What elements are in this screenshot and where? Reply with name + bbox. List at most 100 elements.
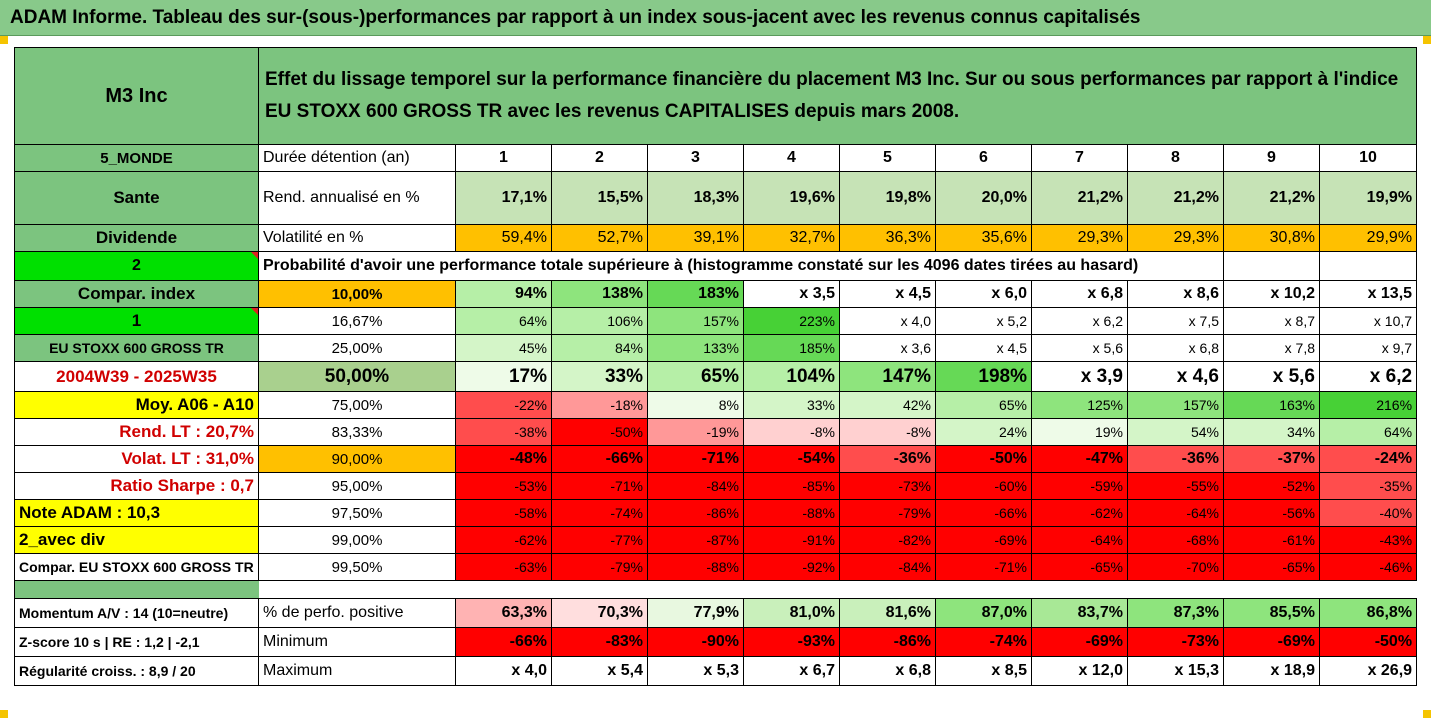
probability-value: -71%: [935, 553, 1032, 581]
probability-value: x 4,5: [935, 334, 1032, 362]
probability-value: -82%: [839, 526, 936, 554]
probability-value: -65%: [1031, 553, 1128, 581]
volatility-value: 35,6%: [935, 224, 1032, 252]
probability-value: -50%: [551, 418, 648, 446]
probability-value: 84%: [551, 334, 648, 362]
probability-value: 19%: [1031, 418, 1128, 446]
probability-value: -84%: [647, 472, 744, 500]
probability-value: -63%: [455, 553, 552, 581]
row-side-label: 5_MONDE: [14, 144, 259, 172]
probability-value: x 3,5: [743, 280, 840, 308]
volatility-value: 39,1%: [647, 224, 744, 252]
report-title: ADAM Informe. Tableau des sur-(sous-)per…: [10, 7, 1141, 28]
probability-value: -60%: [935, 472, 1032, 500]
probability-value: x 6,2: [1031, 307, 1128, 335]
return-value: 21,2%: [1223, 171, 1320, 225]
stats-value: 81,6%: [839, 598, 936, 628]
probability-value: -46%: [1318, 553, 1418, 581]
probability-value: x 4,6: [1127, 361, 1224, 392]
probability-value: 157%: [1127, 391, 1224, 419]
probability-header: Probabilité d'avoir une performance tota…: [258, 251, 1224, 281]
probability-value: -84%: [839, 553, 936, 581]
volatility-value: 59,4%: [455, 224, 552, 252]
year-header: 3: [647, 144, 744, 172]
probability-value: -65%: [1223, 553, 1320, 581]
volatility-value: 29,3%: [1127, 224, 1224, 252]
probability-value: 94%: [455, 280, 552, 308]
probability-value: -47%: [1031, 445, 1128, 473]
threshold-value: 50,00%: [258, 361, 456, 392]
probability-value: 65%: [647, 361, 744, 392]
probability-value: -87%: [647, 526, 744, 554]
probability-value: 33%: [551, 361, 648, 392]
return-value: 20,0%: [935, 171, 1032, 225]
stats-value: 81,0%: [743, 598, 840, 628]
probability-value: x 13,5: [1318, 280, 1418, 308]
return-value: 21,2%: [1127, 171, 1224, 225]
probability-value: 33%: [743, 391, 840, 419]
report-description: Effet du lissage temporel sur la perform…: [257, 47, 1418, 145]
row-label: Durée détention (an): [258, 144, 456, 172]
probability-value: x 6,0: [935, 280, 1032, 308]
row-side-label: Dividende: [14, 224, 259, 252]
probability-value: -77%: [551, 526, 648, 554]
probability-value: -54%: [743, 445, 840, 473]
stats-value: x 15,3: [1127, 656, 1224, 686]
empty-cell: [1223, 251, 1320, 281]
probability-value: -71%: [647, 445, 744, 473]
probability-value: -61%: [1223, 526, 1320, 554]
stats-value: 86,8%: [1318, 598, 1418, 628]
year-header: 1: [455, 144, 552, 172]
threshold-value: 75,00%: [258, 391, 456, 419]
threshold-value: 99,00%: [258, 526, 456, 554]
company-name: M3 Inc: [14, 47, 259, 145]
probability-value: -22%: [455, 391, 552, 419]
probability-value: x 3,6: [839, 334, 936, 362]
return-value: 18,3%: [647, 171, 744, 225]
stats-value: -90%: [647, 627, 744, 657]
return-value: 19,8%: [839, 171, 936, 225]
probability-value: 198%: [935, 361, 1032, 392]
probability-value: -36%: [839, 445, 936, 473]
probability-value: 125%: [1031, 391, 1128, 419]
probability-value: -88%: [743, 499, 840, 527]
probability-value: -52%: [1223, 472, 1320, 500]
threshold-value: 25,00%: [258, 334, 456, 362]
threshold-value: 95,00%: [258, 472, 456, 500]
probability-value: 133%: [647, 334, 744, 362]
probability-value: 34%: [1223, 418, 1320, 446]
probability-value: -79%: [839, 499, 936, 527]
threshold-value: 99,50%: [258, 553, 456, 581]
return-value: 19,9%: [1318, 171, 1418, 225]
stats-value: -86%: [839, 627, 936, 657]
row-side-label: Rend. LT : 20,7%: [14, 418, 259, 446]
volatility-value: 29,3%: [1031, 224, 1128, 252]
spacer-cell: [14, 580, 259, 599]
return-value: 19,6%: [743, 171, 840, 225]
stats-value: 87,3%: [1127, 598, 1224, 628]
probability-value: 42%: [839, 391, 936, 419]
stats-value: x 4,0: [455, 656, 552, 686]
probability-value: 64%: [1318, 418, 1418, 446]
probability-value: -59%: [1031, 472, 1128, 500]
probability-value: -37%: [1223, 445, 1320, 473]
stats-value: x 5,4: [551, 656, 648, 686]
probability-value: -88%: [647, 553, 744, 581]
year-header: 2: [551, 144, 648, 172]
spacer-cell: [258, 580, 1417, 599]
year-header: 9: [1223, 144, 1320, 172]
row-side-label: Note ADAM : 10,3: [14, 499, 259, 527]
stats-side-label: Régularité croiss. : 8,9 / 20: [14, 656, 259, 686]
probability-value: -68%: [1127, 526, 1224, 554]
probability-value: x 8,7: [1223, 307, 1320, 335]
probability-value: -8%: [743, 418, 840, 446]
probability-value: -50%: [935, 445, 1032, 473]
return-value: 15,5%: [551, 171, 648, 225]
probability-value: -40%: [1318, 499, 1418, 527]
volatility-value: 32,7%: [743, 224, 840, 252]
year-header: 7: [1031, 144, 1128, 172]
stats-value: 63,3%: [455, 598, 552, 628]
probability-value: -85%: [743, 472, 840, 500]
probability-value: -43%: [1318, 526, 1418, 554]
probability-value: 64%: [455, 307, 552, 335]
